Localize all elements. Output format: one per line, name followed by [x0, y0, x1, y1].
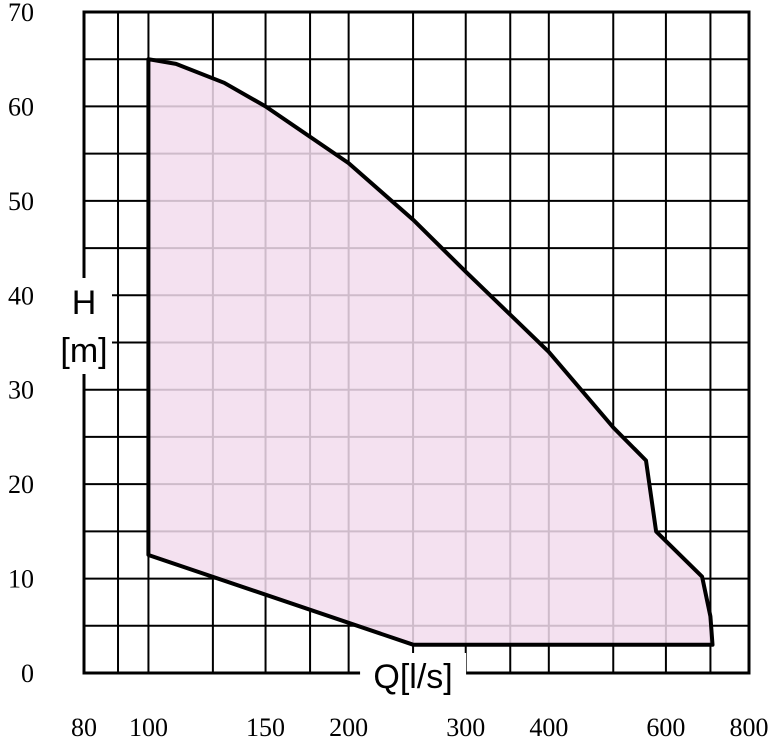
y-tick-label: 40 [8, 281, 34, 310]
x-tick-label: 150 [246, 713, 285, 739]
y-tick-label: 60 [8, 92, 34, 121]
y-axis-label-line1: H [72, 284, 97, 322]
y-tick-label: 0 [21, 659, 34, 688]
y-tick-label: 20 [8, 470, 34, 499]
x-label-bg [360, 653, 467, 693]
x-tick-label: 200 [329, 713, 368, 739]
axis-labels: Q[l/s] H [m] [54, 278, 467, 696]
x-tick-label: 100 [129, 713, 168, 739]
x-tick-label: 400 [529, 713, 568, 739]
y-tick-label: 50 [8, 187, 34, 216]
y-axis-label-line2: [m] [60, 332, 107, 370]
operating-region [146, 57, 715, 647]
y-tick-label: 10 [8, 565, 34, 594]
y-tick-label: 30 [8, 376, 34, 405]
x-axis-label: Q[l/s] [373, 658, 452, 696]
x-tick-label: 800 [730, 713, 769, 739]
x-tick-label: 600 [646, 713, 685, 739]
x-tick-label: 300 [446, 713, 485, 739]
y-label-bg [54, 278, 112, 374]
x-tick-label: 80 [71, 713, 97, 739]
y-tick-label: 70 [8, 0, 34, 27]
operating-area [146, 57, 715, 647]
tick-labels: 80 100 150 200 300 400 600 800 0 10 20 30 40 50 60 70 [8, 0, 769, 739]
